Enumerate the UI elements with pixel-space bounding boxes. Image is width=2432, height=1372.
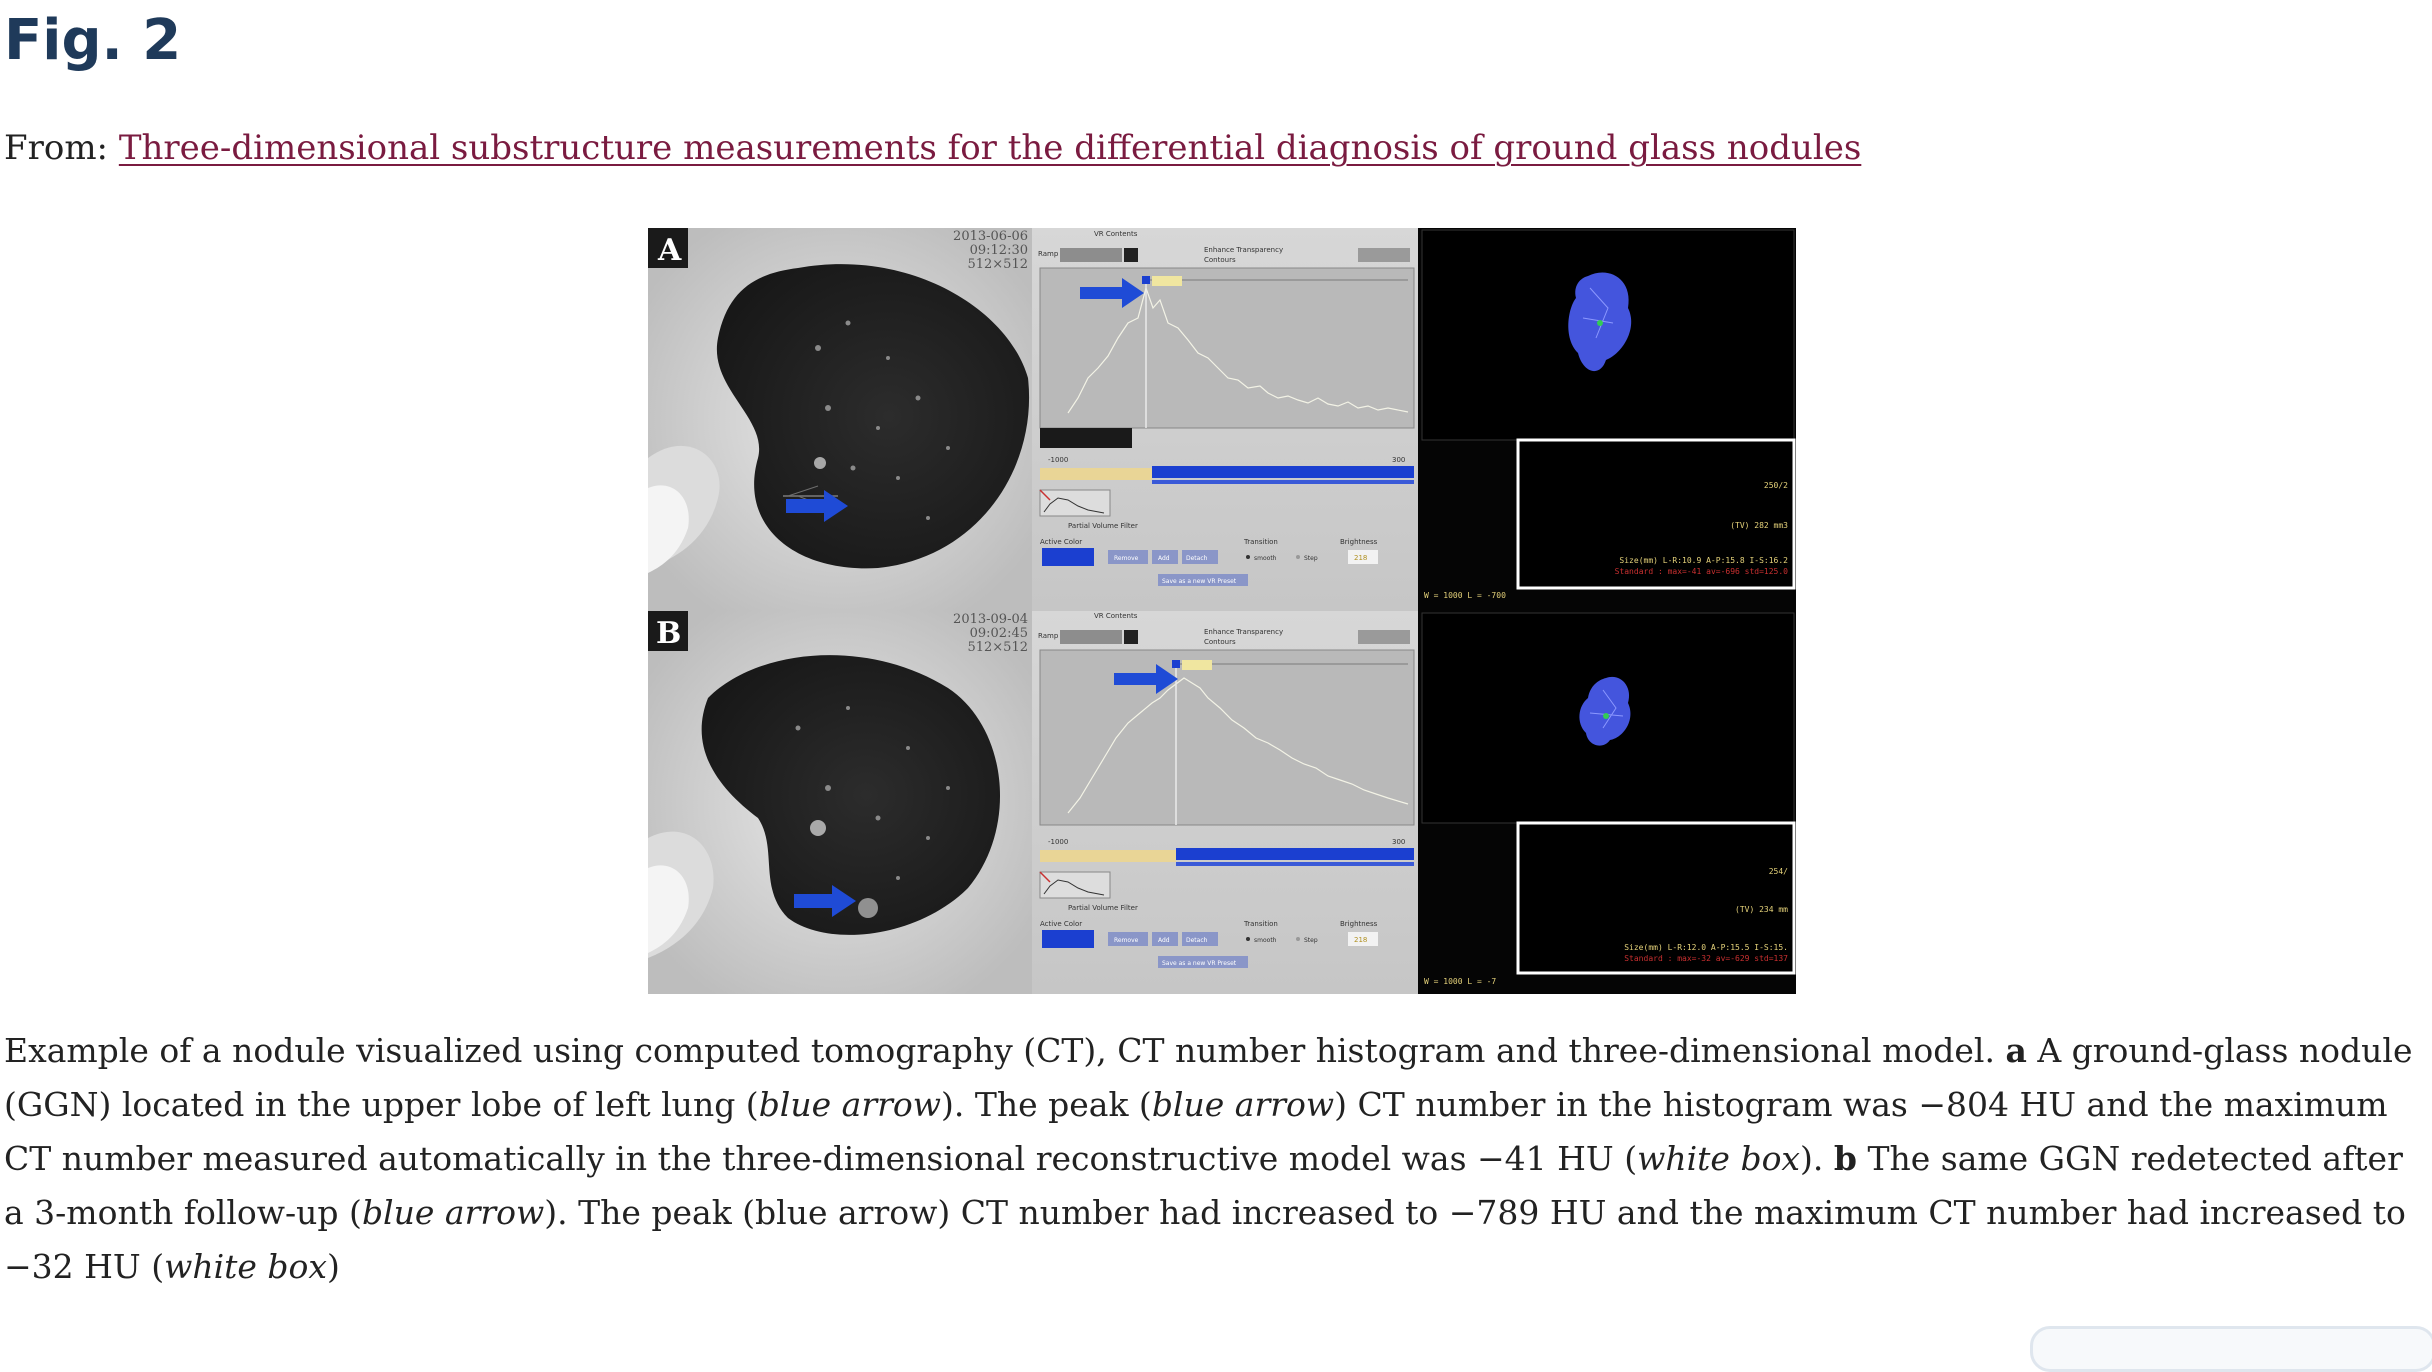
- matrix-b: 512×512: [967, 640, 1028, 655]
- blue-arrow-icon: [786, 490, 848, 522]
- svg-text:Contours: Contours: [1204, 256, 1236, 264]
- svg-text:smooth: smooth: [1254, 555, 1277, 562]
- svg-text:Enhance Transparency: Enhance Transparency: [1204, 246, 1283, 254]
- svg-text:Ramp: Ramp: [1038, 632, 1059, 640]
- svg-text:Save as a new VR Preset: Save as a new VR Preset: [1162, 578, 1237, 585]
- blue-arrow-icon: [1080, 278, 1144, 308]
- time-b: 09:02:45: [970, 626, 1028, 641]
- white-box-b: [1516, 821, 1796, 975]
- svg-text:Standard : max=-32 av=-629 std: Standard : max=-32 av=-629 std=137: [1624, 954, 1788, 963]
- caption-label-b: b: [1833, 1139, 1857, 1178]
- lung-b: [701, 655, 1001, 935]
- svg-text:Step: Step: [1304, 555, 1318, 562]
- blue-arrow-icon: [1114, 664, 1178, 694]
- svg-text:Size(mm) L-R:12.0 A-P:15.5 I-S: Size(mm) L-R:12.0 A-P:15.5 I-S:15.: [1624, 943, 1788, 952]
- matrix-a: 512×512: [967, 257, 1028, 272]
- svg-text:Add: Add: [1158, 555, 1170, 562]
- source-line: From: Three-dimensional substructure mea…: [4, 126, 1861, 170]
- model-panel-b: 254/ (TV) 234 mm Size(mm) L-R:12.0 A-P:1…: [1418, 611, 1796, 994]
- svg-text:-1000: -1000: [1048, 456, 1068, 464]
- from-label: From:: [4, 128, 109, 168]
- histogram-curve-a: [1067, 285, 1409, 414]
- svg-text:218: 218: [1354, 936, 1367, 944]
- svg-text:smooth: smooth: [1254, 937, 1277, 944]
- caption-label-a: a: [2005, 1031, 2027, 1070]
- svg-text:254/: 254/: [1769, 867, 1788, 876]
- histogram-panel-b: VR Contents Ramp Enhance Transparency Co…: [1032, 611, 1418, 994]
- date-a: 2013-06-06: [953, 229, 1028, 244]
- figure-title: Fig. 2: [4, 8, 182, 73]
- svg-text:Brightness: Brightness: [1340, 920, 1378, 928]
- svg-text:(TV) 234 mm: (TV) 234 mm: [1735, 905, 1788, 914]
- white-box-a: [1516, 438, 1796, 590]
- panel-letter-b: B: [656, 616, 681, 651]
- svg-text:300: 300: [1392, 838, 1405, 846]
- svg-text:Partial Volume Filter: Partial Volume Filter: [1068, 904, 1138, 912]
- svg-text:Standard : max=-41 av=-696 std: Standard : max=-41 av=-696 std=125.0: [1615, 567, 1789, 576]
- histogram-curve-b: [1067, 677, 1409, 814]
- figure-image[interactable]: A 2013-06-06 09:12:30 512×512 VR Content…: [648, 228, 1796, 994]
- nodule-a: [814, 457, 826, 469]
- svg-text:Ramp: Ramp: [1038, 250, 1059, 258]
- blue-arrow-icon: [794, 885, 856, 917]
- svg-text:W = 1000 L = -7: W = 1000 L = -7: [1424, 977, 1496, 986]
- svg-text:Active Color: Active Color: [1040, 920, 1082, 928]
- article-link[interactable]: Three-dimensional substructure measureme…: [118, 128, 1862, 168]
- ct-panel-a: A 2013-06-06 09:12:30 512×512: [648, 228, 1032, 611]
- svg-text:Detach: Detach: [1186, 937, 1208, 944]
- figure-caption: Example of a nodule visualized using com…: [4, 1031, 2413, 1286]
- svg-text:250/2: 250/2: [1764, 481, 1788, 490]
- nodule-b: [858, 898, 878, 918]
- svg-text:-1000: -1000: [1048, 838, 1068, 846]
- svg-text:Active Color: Active Color: [1040, 538, 1082, 546]
- ct-panel-b: B 2013-09-04 09:02:45 512×512: [648, 611, 1032, 994]
- floating-button-edge[interactable]: [2030, 1326, 2432, 1372]
- svg-text:Enhance Transparency: Enhance Transparency: [1204, 628, 1283, 636]
- svg-text:(TV) 282 mm3: (TV) 282 mm3: [1730, 521, 1788, 530]
- svg-text:VR Contents: VR Contents: [1094, 612, 1138, 620]
- svg-text:Save as a new VR Preset: Save as a new VR Preset: [1162, 960, 1237, 967]
- svg-text:Remove: Remove: [1114, 937, 1139, 944]
- model-panel-a: 250/2 (TV) 282 mm3 Size(mm) L-R:10.9 A-P…: [1418, 228, 1796, 611]
- svg-text:300: 300: [1392, 456, 1405, 464]
- panel-letter-a: A: [657, 233, 682, 268]
- svg-text:Brightness: Brightness: [1340, 538, 1378, 546]
- date-b: 2013-09-04: [953, 612, 1028, 627]
- svg-text:Remove: Remove: [1114, 555, 1139, 562]
- figure-composite: A 2013-06-06 09:12:30 512×512 VR Content…: [648, 228, 1796, 994]
- svg-text:Transition: Transition: [1243, 538, 1278, 546]
- svg-text:218: 218: [1354, 554, 1367, 562]
- svg-text:Contours: Contours: [1204, 638, 1236, 646]
- svg-text:Add: Add: [1158, 937, 1170, 944]
- lung-a: [716, 264, 1030, 569]
- svg-text:Size(mm) L-R:10.9 A-P:15.8 I-S: Size(mm) L-R:10.9 A-P:15.8 I-S:16.2: [1619, 556, 1788, 565]
- nodule-3d-model-b: [1579, 676, 1631, 746]
- svg-text:Detach: Detach: [1186, 555, 1208, 562]
- svg-text:Step: Step: [1304, 937, 1318, 944]
- svg-text:Partial Volume Filter: Partial Volume Filter: [1068, 522, 1138, 530]
- histogram-panel-a: VR Contents Ramp Enhance Transparency Co…: [1032, 228, 1418, 611]
- time-a: 09:12:30: [970, 243, 1028, 258]
- svg-text:VR Contents: VR Contents: [1094, 230, 1138, 238]
- svg-text:W = 1000 L = -700: W = 1000 L = -700: [1424, 591, 1506, 600]
- svg-text:Transition: Transition: [1243, 920, 1278, 928]
